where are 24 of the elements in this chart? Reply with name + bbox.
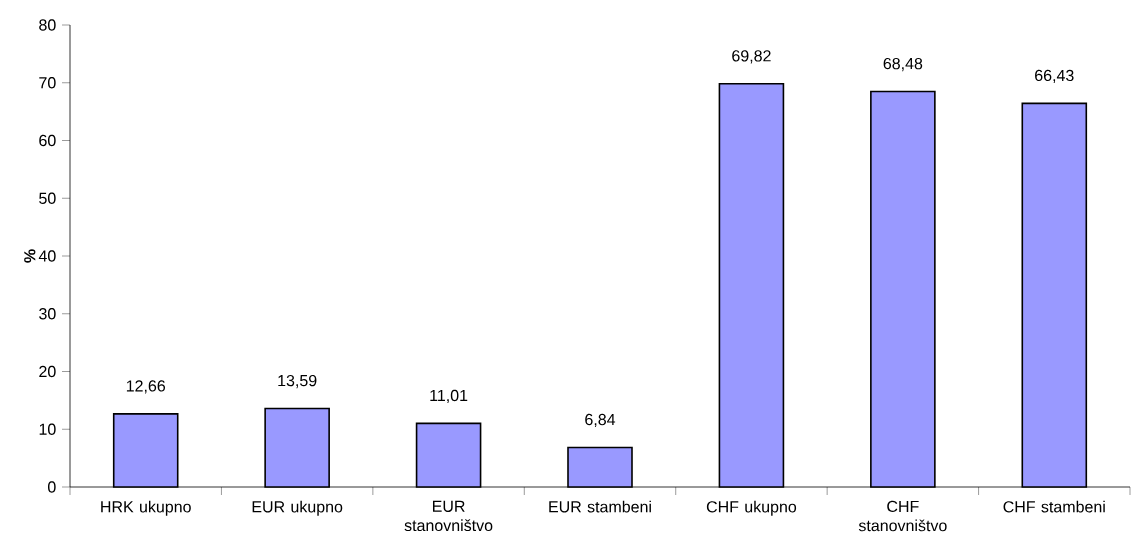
data-label: 12,66 xyxy=(126,380,166,394)
data-label: 11,01 xyxy=(430,389,468,404)
data-label: 68,48 xyxy=(883,57,923,72)
data-label: 66,43 xyxy=(1035,69,1074,83)
y-tick-label: 70 xyxy=(39,77,56,89)
y-tick-label: 30 xyxy=(39,308,56,320)
y-axis-title: % xyxy=(24,249,36,263)
y-tick-label: 50 xyxy=(39,192,56,204)
x-tick-label: CHF stanovništvo xyxy=(858,500,947,532)
x-tick-label: CHF stambeni xyxy=(1003,500,1105,513)
y-tick-label: 10 xyxy=(39,423,56,435)
x-tick-label: EUR ukupno xyxy=(252,500,343,516)
y-tick-label: 20 xyxy=(39,365,56,378)
data-label: 13,59 xyxy=(278,374,317,389)
data-label: 6,84 xyxy=(585,413,616,428)
x-tick-label: HRK ukupno xyxy=(101,500,191,516)
x-tick-label: EUR stambeni xyxy=(549,500,651,513)
x-tick-label: EUR stanovništvo xyxy=(404,500,493,532)
data-label: 69,82 xyxy=(732,50,771,64)
y-tick-label: 0 xyxy=(47,481,56,493)
y-tick-label: 60 xyxy=(39,134,56,147)
x-tick-label: CHF ukupno xyxy=(706,500,797,516)
y-tick-label: 40 xyxy=(38,250,56,262)
y-tick-label: 80 xyxy=(39,19,56,31)
